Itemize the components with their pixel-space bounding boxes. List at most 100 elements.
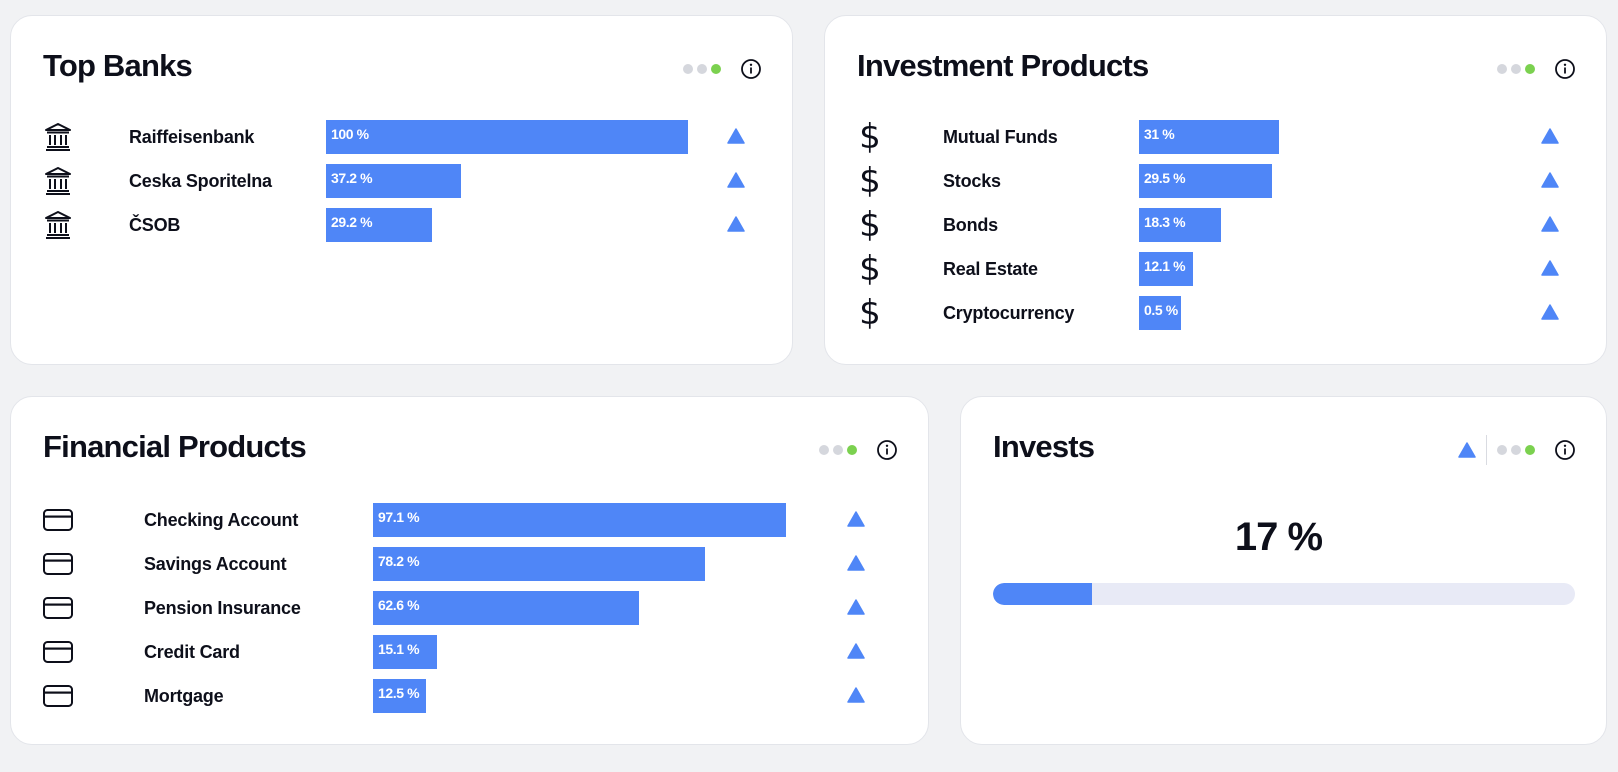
financial-products-card: Financial Products Checking Account 97.1 … bbox=[10, 396, 929, 745]
row-label: Mortgage bbox=[144, 686, 224, 706]
pagination-dots[interactable] bbox=[1497, 64, 1535, 74]
card-title: Investment Products bbox=[857, 48, 1149, 83]
row-label: Checking Account bbox=[144, 510, 299, 530]
pagination-dots[interactable] bbox=[1497, 445, 1535, 455]
list-row: Savings Account 78.2 % bbox=[11, 547, 928, 581]
trend-up-icon bbox=[847, 555, 865, 571]
row-label: Mutual Funds bbox=[943, 127, 1058, 147]
row-label: Real Estate bbox=[943, 259, 1038, 279]
pagination-dot[interactable] bbox=[1511, 64, 1521, 74]
pagination-dot[interactable] bbox=[1511, 445, 1521, 455]
pagination-dot[interactable] bbox=[1497, 445, 1507, 455]
pagination-dot-active[interactable] bbox=[1525, 64, 1535, 74]
trend-up-icon bbox=[1541, 304, 1559, 320]
list-row: Pension Insurance 62.6 % bbox=[11, 591, 928, 625]
percent-bar: 0.5 % bbox=[1139, 296, 1181, 330]
bank-icon bbox=[43, 166, 73, 196]
invests-progress-fill bbox=[993, 583, 1092, 605]
trend-up-icon bbox=[1541, 128, 1559, 144]
row-label: Savings Account bbox=[144, 554, 287, 574]
pagination-dot[interactable] bbox=[833, 445, 843, 455]
list-row: Raiffeisenbank 100 % bbox=[11, 120, 792, 154]
list-row: $ Mutual Funds 31 % bbox=[825, 120, 1606, 154]
info-icon[interactable] bbox=[1554, 439, 1576, 461]
pagination-dots[interactable] bbox=[683, 64, 721, 74]
info-icon[interactable] bbox=[1554, 58, 1576, 80]
trend-up-icon bbox=[727, 216, 745, 232]
row-label: Raiffeisenbank bbox=[129, 127, 255, 147]
invests-value: 17 % bbox=[1234, 515, 1323, 559]
row-label: Ceska Sporitelna bbox=[129, 171, 272, 191]
info-icon[interactable] bbox=[740, 58, 762, 80]
list-row: $ Cryptocurrency 0.5 % bbox=[825, 296, 1606, 330]
trend-up-icon bbox=[727, 128, 745, 144]
top-banks-card: Top Banks Raiffeisenbank 100 % Ceska Spori… bbox=[10, 15, 793, 365]
trend-up-icon bbox=[1541, 216, 1559, 232]
dollar-icon: $ bbox=[859, 161, 881, 201]
credit-card-icon bbox=[43, 549, 73, 579]
list-row: $ Real Estate 12.1 % bbox=[825, 252, 1606, 286]
trend-up-icon bbox=[847, 599, 865, 615]
trend-up-icon bbox=[847, 687, 865, 703]
pagination-dot-active[interactable] bbox=[1525, 445, 1535, 455]
card-title: Invests bbox=[993, 429, 1095, 464]
card-title: Top Banks bbox=[43, 48, 193, 83]
row-label: Stocks bbox=[943, 171, 1001, 191]
list-row: Mortgage 12.5 % bbox=[11, 679, 928, 713]
percent-bar: 15.1 % bbox=[373, 635, 438, 669]
trend-up-icon bbox=[1458, 442, 1476, 458]
percent-bar: 31 % bbox=[1139, 120, 1279, 154]
credit-card-icon bbox=[43, 637, 73, 667]
row-label: Bonds bbox=[943, 215, 998, 235]
card-header-tools bbox=[683, 58, 762, 80]
info-icon[interactable] bbox=[876, 439, 898, 461]
credit-card-icon bbox=[43, 681, 73, 711]
percent-bar: 100 % bbox=[326, 120, 688, 154]
percent-bar: 12.1 % bbox=[1139, 252, 1194, 286]
percent-bar: 18.3 % bbox=[1139, 208, 1222, 242]
pagination-dot-active[interactable] bbox=[711, 64, 721, 74]
card-header-tools bbox=[1497, 58, 1576, 80]
pagination-dots[interactable] bbox=[819, 445, 857, 455]
percent-bar: 37.2 % bbox=[326, 164, 461, 198]
percent-bar: 29.2 % bbox=[326, 208, 432, 242]
dollar-icon: $ bbox=[859, 293, 881, 333]
card-header-tools bbox=[819, 439, 898, 461]
trend-up-icon bbox=[1541, 172, 1559, 188]
investment-products-card: Investment Products $ Mutual Funds 31 % $ St… bbox=[824, 15, 1607, 365]
bank-icon bbox=[43, 122, 73, 152]
row-label: Cryptocurrency bbox=[943, 303, 1075, 323]
row-label: Credit Card bbox=[144, 642, 240, 662]
card-header-tools bbox=[1458, 435, 1576, 465]
pagination-dot[interactable] bbox=[697, 64, 707, 74]
pagination-dot[interactable] bbox=[819, 445, 829, 455]
pagination-dot-active[interactable] bbox=[847, 445, 857, 455]
dollar-icon: $ bbox=[859, 117, 881, 157]
row-label: Pension Insurance bbox=[144, 598, 301, 618]
list-row: $ Bonds 18.3 % bbox=[825, 208, 1606, 242]
list-row: $ Stocks 29.5 % bbox=[825, 164, 1606, 198]
credit-card-icon bbox=[43, 505, 73, 535]
card-title: Financial Products bbox=[43, 429, 307, 464]
percent-bar: 12.5 % bbox=[373, 679, 427, 713]
dollar-icon: $ bbox=[859, 249, 881, 289]
pagination-dot[interactable] bbox=[1497, 64, 1507, 74]
pagination-dot[interactable] bbox=[683, 64, 693, 74]
invests-card: Invests 17 % bbox=[960, 396, 1607, 745]
trend-up-icon bbox=[727, 172, 745, 188]
divider bbox=[1486, 435, 1487, 465]
dollar-icon: $ bbox=[859, 205, 881, 245]
percent-bar: 78.2 % bbox=[373, 547, 706, 581]
trend-up-icon bbox=[1541, 260, 1559, 276]
percent-bar: 29.5 % bbox=[1139, 164, 1272, 198]
list-row: ČSOB 29.2 % bbox=[11, 208, 792, 242]
trend-up-icon bbox=[847, 643, 865, 659]
percent-bar: 62.6 % bbox=[373, 591, 640, 625]
row-label: ČSOB bbox=[129, 215, 181, 235]
bank-icon bbox=[43, 210, 73, 240]
list-row: Checking Account 97.1 % bbox=[11, 503, 928, 537]
list-row: Credit Card 15.1 % bbox=[11, 635, 928, 669]
invests-progress-bar bbox=[993, 583, 1575, 605]
list-row: Ceska Sporitelna 37.2 % bbox=[11, 164, 792, 198]
credit-card-icon bbox=[43, 593, 73, 623]
